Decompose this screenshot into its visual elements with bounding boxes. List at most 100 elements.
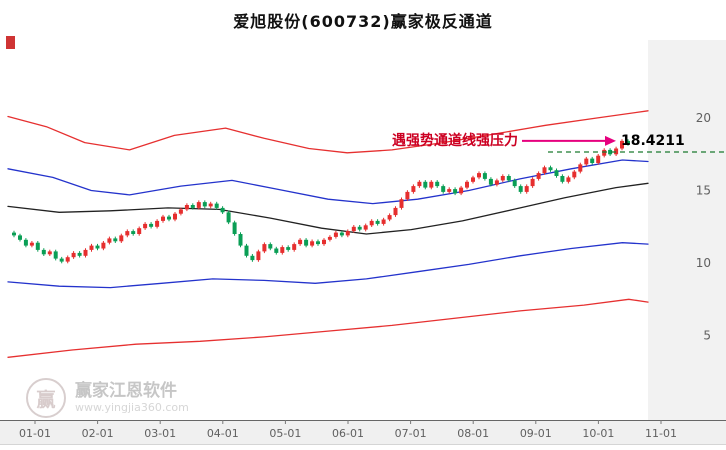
candle-body	[596, 155, 601, 163]
candle-body	[614, 148, 619, 155]
candle-body	[71, 252, 76, 258]
candle-body	[173, 213, 177, 220]
candle-body	[41, 249, 46, 255]
candle-body	[620, 140, 624, 149]
candle-body	[184, 205, 189, 210]
candle-body	[167, 216, 171, 220]
candle-body	[530, 178, 535, 187]
candle-body	[23, 239, 28, 246]
candle-body	[95, 245, 100, 249]
x-axis-label: 11-01	[645, 427, 677, 440]
candle-body	[286, 247, 291, 250]
candle-body	[47, 251, 52, 255]
candle-body	[149, 223, 154, 227]
candle-body	[83, 249, 88, 256]
candle-body	[471, 177, 475, 182]
candle-body	[560, 176, 565, 182]
candle-body	[143, 223, 148, 229]
channel-line-inner-lower-blue	[7, 242, 649, 289]
candle-body	[53, 251, 58, 259]
candle-body	[584, 158, 589, 165]
candle-body	[202, 202, 207, 207]
candle-body	[351, 226, 356, 232]
candle-body	[488, 178, 493, 185]
candle-body	[357, 226, 362, 230]
candle-body	[107, 238, 112, 243]
y-axis-label: 10	[696, 256, 711, 270]
candle-body	[399, 199, 404, 208]
x-axis-label: 10-01	[582, 427, 614, 440]
candle-body	[113, 238, 118, 242]
candle-body	[608, 149, 613, 155]
candle-body	[322, 239, 326, 245]
candle-body	[536, 173, 541, 179]
candle-body	[506, 176, 511, 181]
candle-body	[512, 180, 517, 187]
y-axis-label: 5	[703, 329, 711, 343]
candle-body	[423, 181, 428, 188]
candle-body	[280, 247, 285, 253]
candle-body	[381, 219, 386, 224]
candle-body	[298, 239, 303, 245]
candle-body	[178, 209, 183, 214]
candle-body	[524, 186, 529, 192]
candle-body	[363, 225, 368, 230]
candle-body	[304, 239, 309, 246]
candle-body	[119, 235, 124, 242]
candle-body	[327, 236, 332, 240]
candle-body	[465, 181, 469, 188]
candle-body	[196, 202, 201, 208]
candle-body	[542, 167, 547, 174]
candle-body	[554, 170, 559, 176]
candle-body	[12, 232, 16, 236]
candle-body	[459, 187, 464, 194]
candle-body	[208, 203, 213, 207]
candle-body	[572, 171, 577, 178]
candle-body	[500, 176, 505, 181]
x-axis-label: 02-01	[82, 427, 114, 440]
candle-body	[602, 149, 607, 156]
candle-body	[131, 231, 136, 234]
candle-body	[566, 177, 571, 182]
candle-body	[59, 258, 64, 262]
candle-body	[435, 181, 440, 187]
candle-body	[393, 207, 398, 216]
page-title: 爱旭股份(600732)赢家极反通道	[233, 12, 493, 31]
candle-body	[626, 140, 630, 145]
candle-body	[101, 242, 106, 249]
bottom-band	[0, 421, 726, 444]
x-axis-label: 08-01	[457, 427, 489, 440]
x-axis-label: 01-01	[19, 427, 51, 440]
candle-body	[411, 186, 416, 192]
channel-line-middle-black	[7, 182, 649, 235]
x-axis-label: 07-01	[395, 427, 427, 440]
candle-body	[548, 167, 553, 171]
candle-body	[190, 205, 195, 208]
annotation-arrow-head-icon	[605, 135, 616, 146]
candle-body	[369, 220, 374, 226]
y-axis-label: 20	[696, 111, 711, 125]
price-label: 18.4211	[621, 133, 685, 149]
red-marker-icon	[6, 36, 15, 49]
candle-body	[250, 255, 255, 261]
candle-body	[590, 158, 595, 163]
candle-body	[375, 220, 380, 224]
candle-body	[339, 232, 344, 236]
x-axis-label: 05-01	[269, 427, 301, 440]
candle-body	[232, 222, 237, 234]
candle-body	[244, 245, 249, 256]
annotation-text: 遇强势通道线强压力	[392, 133, 518, 149]
candle-body	[482, 173, 487, 179]
candle-body	[65, 257, 70, 262]
candle-body	[441, 186, 446, 192]
candle-body	[310, 241, 315, 246]
candle-body	[494, 180, 499, 185]
candle-body	[214, 203, 219, 208]
y-axis-label: 15	[696, 184, 711, 198]
candle-body	[387, 215, 392, 220]
channel-line-outer-lower-red	[7, 298, 649, 358]
candle-body	[447, 189, 452, 192]
candle-body	[405, 191, 410, 200]
